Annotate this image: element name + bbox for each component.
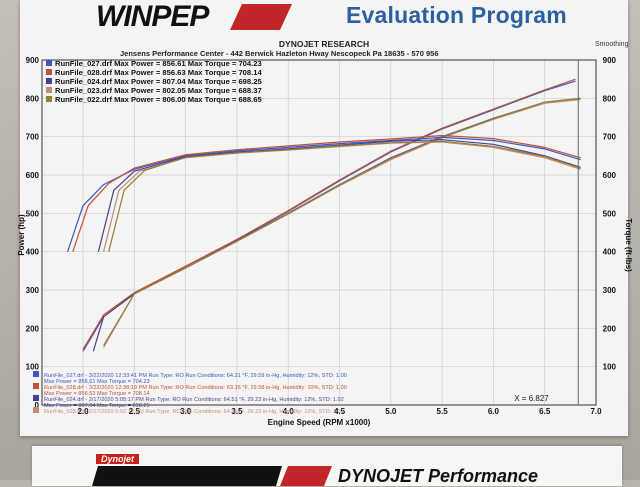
series-line	[82, 80, 576, 352]
y-tick-label: 200	[26, 324, 40, 333]
y-tick-label: 700	[26, 133, 40, 142]
series-line	[103, 97, 581, 346]
series-line	[92, 97, 581, 352]
run-info-max: Max Power = 856.61 Max Torque = 704.23	[44, 379, 150, 385]
x-tick-label: 4.0	[283, 407, 295, 416]
header-organization: DYNOJET RESEARCH	[278, 39, 370, 49]
legend-entry: RunFile_028.drf Max Power = 856.63 Max T…	[55, 68, 262, 77]
dynojet-performance-card: Dynojet DYNOJET Performance	[32, 446, 622, 486]
header-address: Jensens Performance Center - 442 Berwick…	[120, 49, 439, 58]
run-info-swatch	[33, 395, 39, 401]
svg-text:WINPEP: WINPEP	[96, 0, 210, 33]
legend-swatch	[46, 78, 52, 84]
header-smoothing: Smoothing	[595, 41, 629, 48]
run-info-line: RunFile_024.drf - 2/17/2020 5:05:17 PM R…	[44, 397, 344, 403]
y-tick-label-right: 300	[603, 286, 617, 295]
y-tick-label: 100	[26, 363, 40, 372]
y-tick-label: 500	[26, 209, 40, 218]
y-tick-label: 400	[26, 248, 40, 257]
x-tick-label: 4.5	[334, 407, 346, 416]
y-axis-label-right: Torque (ft-lbs)	[624, 218, 633, 272]
y-tick-label: 900	[26, 56, 40, 65]
run-info-max: Max Power = 856.63 Max Torque = 708.14	[44, 391, 150, 397]
legend-entry: RunFile_022.drf Max Power = 806.00 Max T…	[55, 95, 262, 104]
run-info-swatch	[33, 383, 39, 389]
y-tick-label: 300	[26, 286, 40, 295]
y-tick-label-right: 200	[603, 324, 617, 333]
x-tick-label: 2.0	[77, 407, 89, 416]
run-info-line: RunFile_027.drf - 3/22/2020 12:33:41 PM …	[44, 373, 347, 379]
series-line	[82, 78, 576, 350]
legend-entry: RunFile_024.drf Max Power = 807.04 Max T…	[55, 77, 262, 86]
x-tick-label: 5.5	[437, 407, 449, 416]
y-tick-label: 600	[26, 171, 40, 180]
x-tick-label: 7.0	[590, 407, 602, 416]
y-axis-label-left: Power (hp)	[17, 214, 26, 256]
x-tick-label: 2.5	[129, 407, 141, 416]
series-line	[97, 139, 581, 252]
y-tick-label: 800	[26, 94, 40, 103]
dynojet-tagline: DYNOJET Performance	[338, 466, 539, 486]
legend-swatch	[46, 60, 52, 66]
x-axis-ticks: 2.0 2.5 3.0 3.5 4.0 4.5 5.0 5.5 6.0 6.5 7.0	[77, 407, 602, 416]
plot-frame	[41, 59, 597, 406]
x-tick-label: 6.5	[539, 407, 551, 416]
legend-swatch	[46, 69, 52, 75]
run-info-line: RunFile_023.drf - 2/17/2020 5:02:12 PM R…	[44, 409, 344, 415]
run-info-max: Max Power = 807.04 Max Torque = 698.25	[44, 403, 150, 409]
series-line	[108, 140, 581, 252]
winpep-logo-small	[92, 466, 332, 486]
y-tick-label-right: 600	[603, 171, 617, 180]
y-tick-label-right: 900	[603, 56, 617, 65]
x-axis-label: Engine Speed (RPM x1000)	[268, 418, 371, 427]
x-tick-label: 6.0	[488, 407, 500, 416]
y-tick-label-right: 400	[603, 248, 617, 257]
y-tick-label-right: 100	[603, 363, 617, 372]
legend-entry: RunFile_023.drf Max Power = 802.05 Max T…	[55, 86, 262, 95]
legend-entry: RunFile_027.drf Max Power = 856.61 Max T…	[55, 59, 262, 68]
dynojet-badge: Dynojet	[96, 454, 140, 464]
program-title: Evaluation Program	[346, 2, 567, 28]
y-tick-label-right: 700	[603, 133, 617, 142]
series-line	[72, 134, 581, 252]
x-tick-label: 3.0	[180, 407, 192, 416]
x-tick-label: 5.0	[385, 407, 397, 416]
legend-swatch	[46, 96, 52, 102]
dyno-printout-sheet: WINPEP Evaluation Program DYNOJET RESEAR…	[20, 0, 628, 436]
legend: RunFile_027.drf Max Power = 856.61 Max T…	[46, 59, 262, 104]
legend-swatch	[46, 87, 52, 93]
run-info-swatch	[33, 371, 39, 377]
series-lines	[67, 78, 581, 352]
series-line	[67, 136, 581, 252]
run-info-block: RunFile_027.drf - 3/22/2020 12:33:41 PM …	[33, 371, 347, 415]
winpep-logo: WINPEP	[96, 0, 292, 33]
cursor-label: X = 6.827	[514, 394, 549, 403]
y-tick-label-right: 500	[603, 209, 617, 218]
y-tick-label: 0	[35, 401, 40, 410]
run-info-line: RunFile_028.drf - 3/22/2020 12:38:19 PM …	[44, 385, 347, 391]
y-tick-label-right: 800	[603, 94, 617, 103]
x-tick-label: 3.5	[231, 407, 243, 416]
y-axis-ticks: 0 100 100 200 200 300 300 400 400 500 500 600 600 700…	[26, 56, 617, 410]
run-info-swatch	[33, 407, 39, 413]
